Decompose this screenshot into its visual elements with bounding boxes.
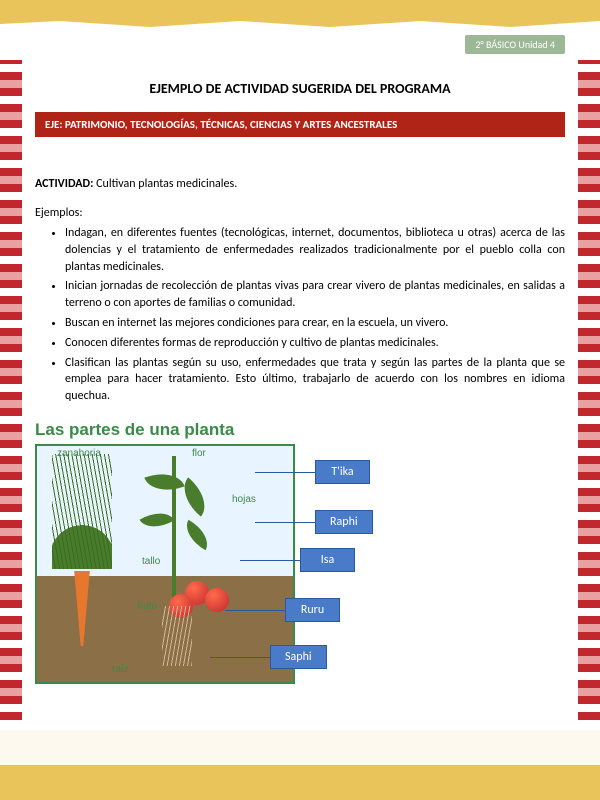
plant-diagram: Las partes de una planta zanahoria flor … <box>35 420 395 700</box>
page-title: EJEMPLO DE ACTIVIDAD SUGERIDA DEL PROGRA… <box>35 80 565 97</box>
diagram-box: zanahoria flor hojas tallo fruto raíz <box>35 444 295 684</box>
examples-label: Ejemplos: <box>35 206 565 220</box>
list-item: Buscan en internet las mejores condicion… <box>65 315 565 332</box>
quechua-tag: T'ika <box>315 460 370 484</box>
connector-line <box>255 472 315 473</box>
leaf-icon <box>140 505 175 536</box>
tomato-icon <box>205 588 229 612</box>
activity-text: Cultivan plantas medicinales. <box>93 177 237 191</box>
quechua-tag: Saphi <box>270 645 327 669</box>
right-pattern <box>578 60 600 720</box>
leaf-icon <box>180 520 215 551</box>
activity-line: ACTIVIDAD: Cultivan plantas medicinales. <box>35 177 565 191</box>
connector-line <box>225 610 285 611</box>
quechua-tag: Ruru <box>285 598 340 622</box>
footer-band <box>0 730 600 800</box>
eje-bar: EJE: PATRIMONIO, TECNOLOGÍAS, TÉCNICAS, … <box>35 112 565 137</box>
carrot-leaves-icon <box>52 454 112 569</box>
silhouette-icon <box>0 725 600 765</box>
carrot-icon <box>69 571 95 646</box>
list-item: Clasifican las plantas según su uso, enf… <box>65 355 565 405</box>
activity-label: ACTIVIDAD: <box>35 177 93 191</box>
label-flor: flor <box>192 448 206 459</box>
label-fruto: fruto <box>137 601 157 612</box>
bullet-list: Indagan, en diferentes fuentes (tecnológ… <box>65 225 565 405</box>
connector-line <box>210 657 270 658</box>
connector-line <box>240 560 300 561</box>
leaf-icon <box>144 466 184 499</box>
content: EJEMPLO DE ACTIVIDAD SUGERIDA DEL PROGRA… <box>35 70 565 720</box>
list-item: Indagan, en diferentes fuentes (tecnológ… <box>65 225 565 275</box>
list-item: Inician jornadas de recolección de plant… <box>65 278 565 312</box>
diagram-title: Las partes de una planta <box>35 420 395 440</box>
connector-line <box>255 522 315 523</box>
label-hojas: hojas <box>232 494 256 505</box>
left-pattern <box>0 60 22 720</box>
quechua-tag: Isa <box>300 548 355 572</box>
list-item: Conocen diferentes formas de reproducció… <box>65 335 565 352</box>
label-tallo: tallo <box>142 556 160 567</box>
label-raiz: raíz <box>112 664 129 675</box>
roots-icon <box>162 606 192 666</box>
level-badge: 2° BÁSICO Unidad 4 <box>465 35 565 54</box>
quechua-tag: Raphi <box>315 510 373 534</box>
